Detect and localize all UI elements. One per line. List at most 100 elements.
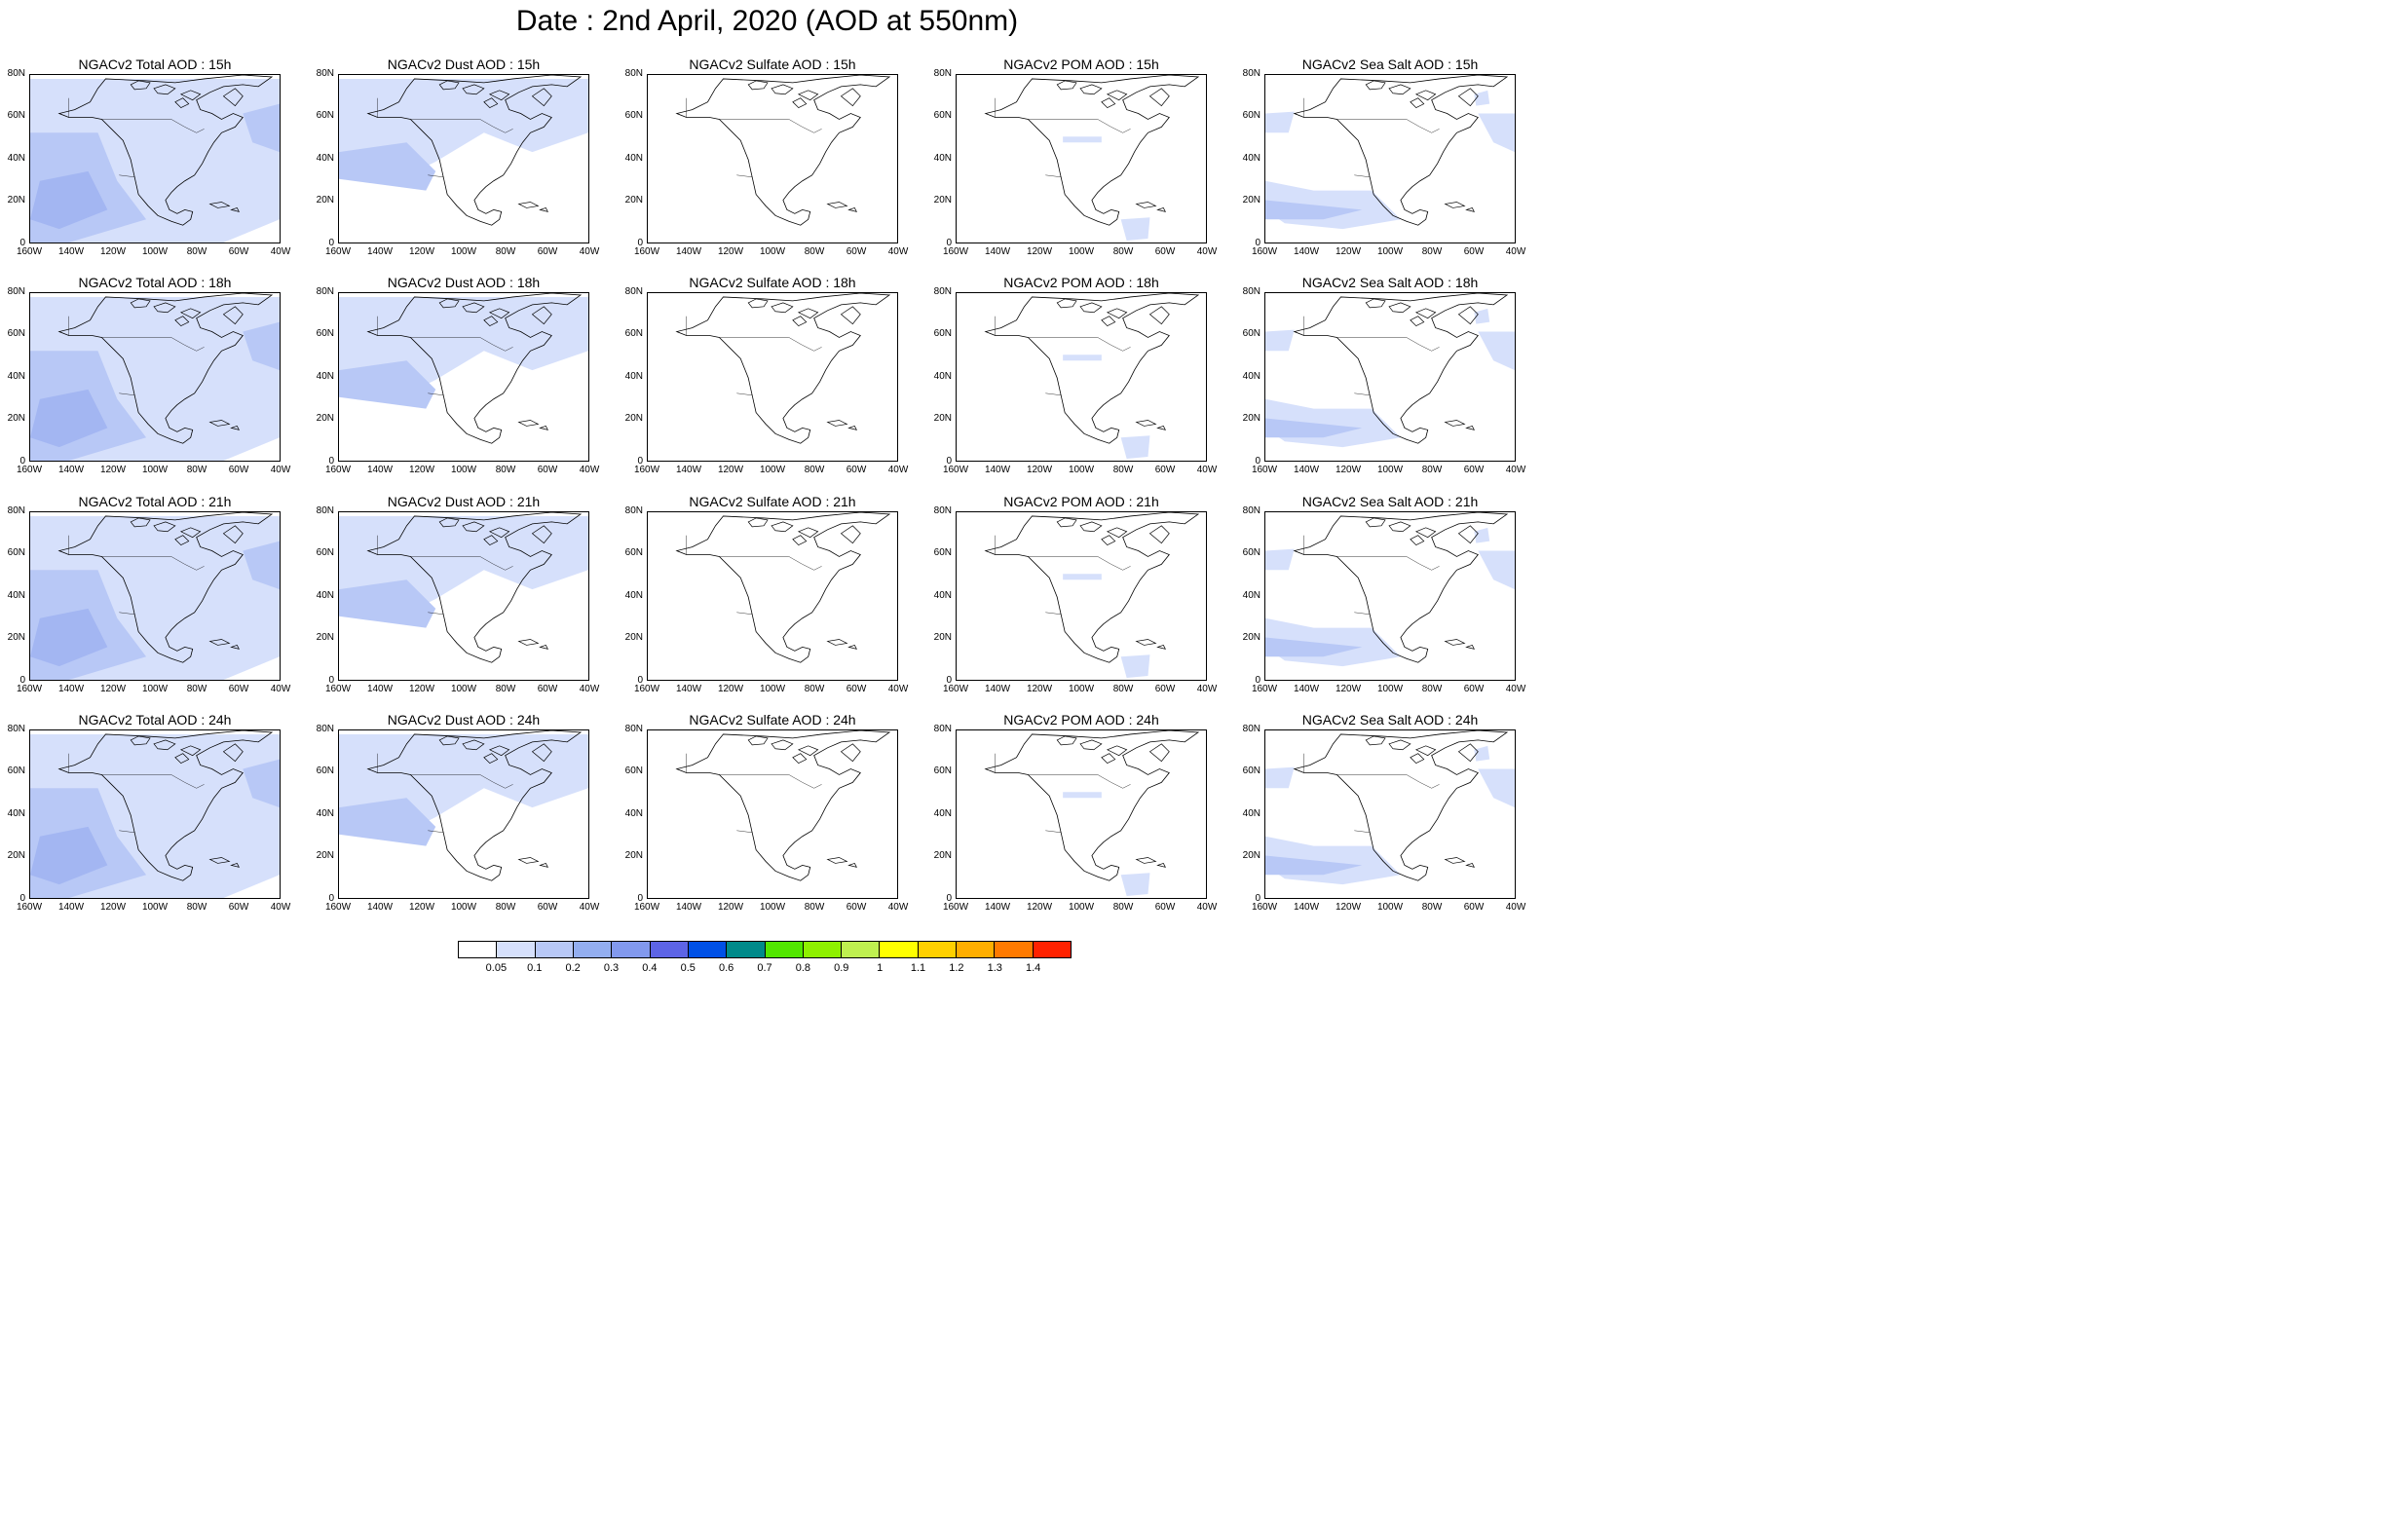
colorbar-swatch	[957, 941, 996, 958]
longitude-tick-label: 100W	[450, 902, 477, 913]
island-outline	[1106, 90, 1128, 101]
country-border	[119, 392, 135, 395]
country-border	[119, 830, 135, 833]
panel-title: NGACv2 Dust AOD : 21h	[387, 494, 541, 509]
island-outline	[747, 80, 769, 91]
longitude-tick-label: 140W	[675, 902, 702, 913]
map-panel: NGACv2 Sea Salt AOD : 18h 80N 60N 40N 20N 0 16…	[1235, 275, 1527, 479]
latitude-tick-label: 80N	[7, 505, 25, 516]
island-outline	[230, 644, 240, 650]
map-panel: NGACv2 Dust AOD : 18h 80N 60N 40N 20N 0 160W 14…	[309, 275, 601, 479]
island-outline	[517, 639, 540, 646]
aod-field-region	[1063, 574, 1102, 580]
island-outline	[208, 857, 231, 864]
coastline	[675, 512, 891, 663]
longitude-tick-label: 160W	[633, 684, 660, 694]
latitude-tick-label: 80N	[7, 724, 25, 734]
island-outline	[1135, 202, 1157, 208]
longitude-tick-label: 140W	[366, 465, 394, 475]
latitude-tick-label: 20N	[933, 850, 952, 861]
latitude-tick-label: 80N	[316, 68, 334, 79]
island-outline	[1148, 88, 1170, 107]
map-panel: NGACv2 Sulfate AOD : 21h 80N 60N 40N 20N 0 160…	[618, 494, 910, 698]
latitude-tick-label: 40N	[933, 153, 952, 164]
longitude-tick-label: 40W	[579, 246, 600, 257]
longitude-tick-label: 100W	[759, 246, 786, 257]
longitude-tick-label: 40W	[887, 902, 909, 913]
island-outline	[1156, 644, 1166, 650]
colorbar-swatch	[995, 941, 1034, 958]
latitude-tick-label: 0	[328, 456, 334, 467]
aod-field-region	[1063, 136, 1102, 143]
island-outline	[488, 90, 510, 101]
colorbar-label: 0.2	[565, 962, 581, 974]
map-plot	[984, 730, 1200, 897]
longitude-tick-label: 40W	[1505, 465, 1526, 475]
country-border	[719, 337, 822, 352]
latitude-tick-label: 60N	[1242, 547, 1260, 558]
aod-field-region	[339, 798, 436, 846]
island-outline	[130, 80, 151, 91]
map-panel: NGACv2 Sulfate AOD : 15h 80N 60N 40N 20N 0 160…	[618, 56, 910, 261]
longitude-tick-label: 160W	[942, 465, 969, 475]
map-frame	[956, 511, 1207, 681]
longitude-tick-label: 160W	[942, 684, 969, 694]
country-border	[101, 337, 205, 352]
longitude-tick-label: 40W	[887, 465, 909, 475]
country-border	[410, 337, 513, 352]
latitude-tick-label: 60N	[316, 328, 334, 339]
latitude-tick-label: 80N	[624, 68, 643, 79]
island-outline	[222, 525, 244, 544]
latitude-tick-label: 40N	[624, 808, 643, 819]
latitude-tick-label: 40N	[624, 153, 643, 164]
map-panel: NGACv2 Total AOD : 21h 80N 60N 40N 20N 0 160W 1…	[0, 494, 292, 698]
latitude-tick-label: 40N	[1242, 153, 1260, 164]
longitude-tick-label: 160W	[1251, 465, 1278, 475]
colorbar-label: 0.8	[795, 962, 811, 974]
colorbar-label: 0.05	[485, 962, 508, 974]
coastline	[675, 293, 891, 444]
map-frame	[1264, 74, 1516, 243]
coastline	[984, 293, 1200, 444]
country-border	[410, 119, 513, 133]
island-outline	[1106, 527, 1128, 539]
latitude-tick-label: 60N	[7, 766, 25, 776]
latitude-tick-label: 0	[1255, 893, 1260, 904]
map-frame	[338, 74, 589, 243]
aod-field-region	[1478, 550, 1515, 590]
latitude-tick-label: 0	[19, 675, 25, 686]
longitude-tick-label: 140W	[57, 902, 85, 913]
latitude-tick-label: 20N	[624, 632, 643, 643]
longitude-tick-label: 40W	[270, 902, 291, 913]
aod-field-region	[1265, 637, 1363, 657]
latitude-tick-label: 20N	[316, 632, 334, 643]
longitude-tick-label: 140W	[675, 246, 702, 257]
colorbar-label: 1.4	[1025, 962, 1041, 974]
longitude-tick-label: 60W	[228, 246, 249, 257]
map-plot	[339, 293, 588, 444]
island-outline	[539, 644, 548, 650]
longitude-tick-label: 80W	[186, 902, 207, 913]
aod-field-region	[1265, 766, 1295, 789]
map-panel: NGACv2 Dust AOD : 15h 80N 60N 40N 20N 0 160W 14…	[309, 56, 601, 261]
longitude-tick-label: 140W	[1293, 465, 1320, 475]
latitude-tick-label: 20N	[316, 850, 334, 861]
longitude-tick-label: 160W	[942, 246, 969, 257]
colorbar-swatch	[688, 941, 728, 958]
panel-title: NGACv2 Sulfate AOD : 18h	[689, 275, 856, 290]
map-plot	[984, 293, 1200, 460]
longitude-tick-label: 140W	[984, 684, 1011, 694]
latitude-tick-label: 40N	[933, 808, 952, 819]
island-outline	[174, 535, 190, 546]
island-outline	[539, 425, 548, 430]
longitude-tick-label: 60W	[537, 246, 558, 257]
longitude-tick-label: 60W	[846, 902, 867, 913]
map-frame	[956, 292, 1207, 462]
map-panel: NGACv2 Sea Salt AOD : 24h 80N 60N 40N 20N 0 16…	[1235, 712, 1527, 916]
country-border	[410, 556, 513, 571]
country-border	[119, 612, 135, 615]
map-panel: NGACv2 Dust AOD : 21h 80N 60N 40N 20N 0 160W 14…	[309, 494, 601, 698]
island-outline	[1465, 425, 1475, 430]
country-border	[1045, 392, 1062, 395]
country-border	[1354, 174, 1371, 177]
